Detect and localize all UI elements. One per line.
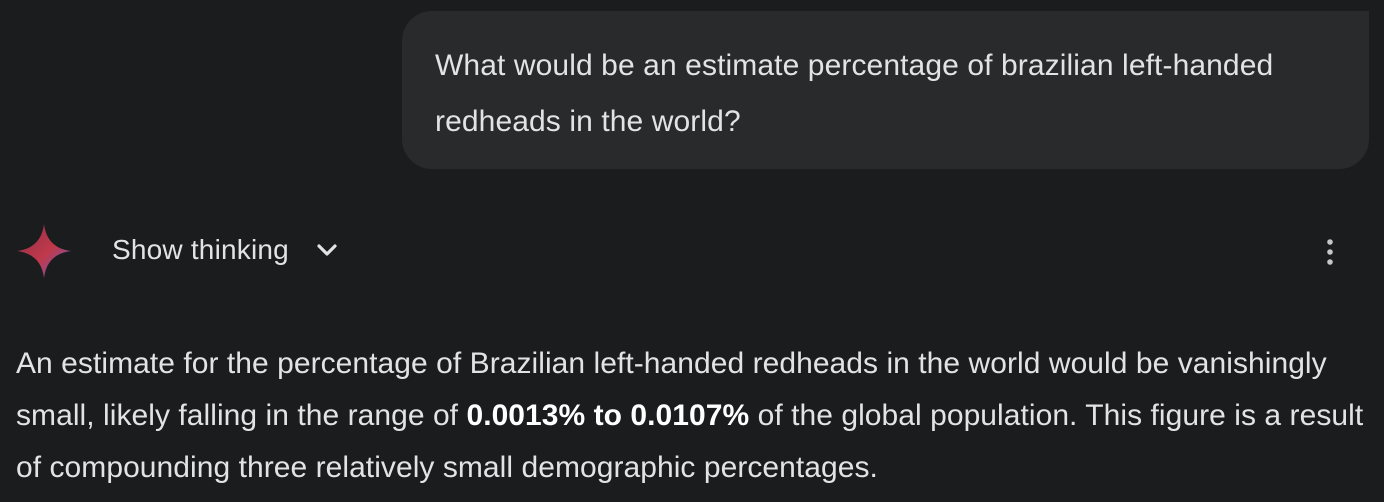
model-response-header: Show thinking bbox=[0, 218, 1384, 282]
response-text-part: of the global population. This figure is… bbox=[16, 399, 1364, 484]
gemini-sparkle-icon bbox=[15, 222, 73, 280]
show-thinking-label: Show thinking bbox=[112, 234, 289, 265]
response-highlight: 0.0013% to 0.0107% bbox=[466, 399, 750, 432]
show-thinking-toggle[interactable]: Show thinking bbox=[112, 230, 341, 270]
more-options-button[interactable] bbox=[1312, 232, 1348, 272]
more-vertical-icon bbox=[1312, 239, 1348, 276]
response-text-part: An estimate for the percentage of Brazil… bbox=[16, 347, 1327, 432]
user-message-bubble: What would be an estimate percentage of … bbox=[402, 11, 1369, 169]
model-response-text: An estimate for the percentage of Brazil… bbox=[16, 338, 1376, 494]
chevron-down-icon bbox=[313, 236, 341, 264]
user-message-text: What would be an estimate percentage of … bbox=[435, 49, 1274, 138]
